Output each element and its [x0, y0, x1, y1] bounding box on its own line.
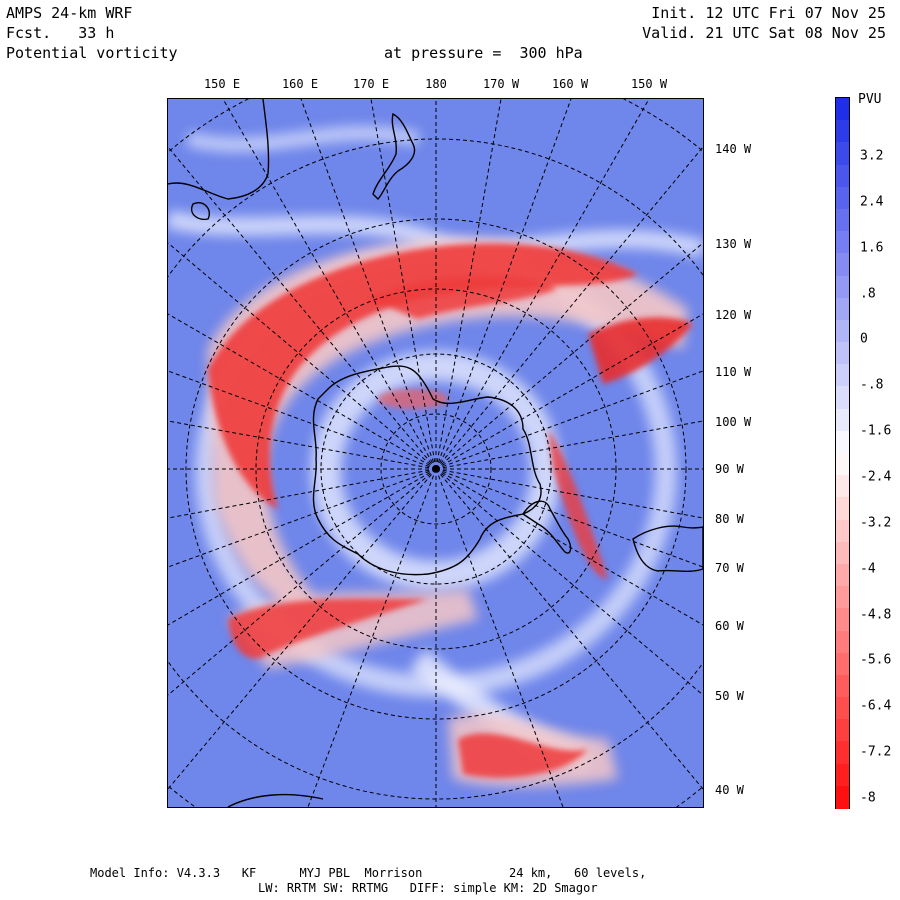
- lat-label: 70 W: [715, 561, 744, 575]
- colorbar-segment: [836, 608, 849, 631]
- antarctic-peninsula: [522, 500, 572, 554]
- colorbar-tick-label: -.8: [860, 377, 884, 393]
- lon-label: 170 E: [352, 77, 390, 91]
- colorbar-segment: [836, 497, 849, 521]
- graticule: [168, 99, 703, 807]
- colorbar-segment: [836, 541, 849, 565]
- model-title: AMPS 24-km WRF: [6, 4, 133, 22]
- colorbar-segment: [836, 275, 849, 299]
- lat-label: 130 W: [715, 237, 752, 251]
- lat-label: 50 W: [715, 689, 744, 703]
- colorbar-segment: [836, 164, 849, 188]
- colorbar-segment: [836, 763, 849, 787]
- colorbar-segment: [836, 719, 849, 742]
- colorbar-segment: [836, 586, 849, 609]
- lat-label: 120 W: [715, 308, 752, 322]
- antarctica-coastline: [312, 365, 542, 576]
- colorbar-segment: [836, 453, 849, 476]
- lon-label: 160 W: [551, 77, 589, 91]
- colorbar-segment: [836, 364, 849, 387]
- colorbar-segment: [836, 186, 849, 210]
- colorbar-segment: [836, 231, 849, 254]
- colorbar-tick-label: -1.6: [860, 423, 892, 439]
- model-info-line1: Model Info: V4.3.3 KF MYJ PBL Morrison 2…: [90, 866, 647, 880]
- africa-coastline: [227, 793, 324, 807]
- colorbar-segment: [836, 98, 849, 121]
- lon-label: 170 W: [482, 77, 520, 91]
- pressure-level: at pressure = 300 hPa: [384, 44, 583, 62]
- colorbar-segment: [836, 674, 849, 698]
- colorbar-tick-label: -2.4: [860, 469, 892, 485]
- forecast-hour: Fcst. 33 h: [6, 24, 115, 42]
- colorbar: [835, 97, 850, 809]
- valid-time: Valid. 21 UTC Sat 08 Nov 25: [642, 24, 886, 42]
- colorbar-segment: [836, 563, 849, 587]
- lat-label: 140 W: [715, 142, 752, 156]
- colorbar-segment: [836, 630, 849, 654]
- lat-label: 90 W: [715, 462, 744, 476]
- colorbar-tick-label: 1.6: [860, 240, 884, 256]
- colorbar-tick-label: 3.2: [860, 148, 884, 164]
- lon-label: 180: [425, 77, 447, 91]
- pv-field-high: [208, 243, 693, 778]
- coastlines: [168, 99, 703, 807]
- colorbar-segment: [836, 741, 849, 765]
- colorbar-segment: [836, 142, 849, 166]
- colorbar-segment: [836, 430, 849, 454]
- colorbar-segment: [836, 785, 849, 809]
- new-zealand-coastline: [372, 112, 416, 200]
- tasmania: [191, 202, 210, 221]
- colorbar-segment: [836, 120, 849, 143]
- lon-label: 160 E: [281, 77, 319, 91]
- colorbar-segment: [836, 208, 849, 232]
- australia-coastline: [168, 99, 270, 200]
- colorbar-segment: [836, 408, 849, 432]
- colorbar-tick-label: -5.6: [860, 652, 892, 668]
- lat-label: 60 W: [715, 619, 744, 633]
- model-info-line2: LW: RRTM SW: RRTMG DIFF: simple KM: 2D S…: [258, 881, 598, 895]
- lon-label: 150 E: [203, 77, 241, 91]
- colorbar-tick-label: -6.4: [860, 698, 892, 714]
- pv-map-canvas: [168, 99, 703, 807]
- colorbar-tick-label: .8: [860, 286, 876, 302]
- colorbar-segment: [836, 253, 849, 276]
- colorbar-segment: [836, 386, 849, 410]
- colorbar-segment: [836, 475, 849, 498]
- colorbar-tick-label: 2.4: [860, 194, 884, 210]
- colorbar-tick-label: -4: [860, 561, 876, 577]
- field-name: Potential vorticity: [6, 44, 178, 62]
- colorbar-segment: [836, 519, 849, 543]
- south-america-coastline: [632, 525, 703, 573]
- colorbar-tick-label: -3.2: [860, 515, 892, 531]
- lat-label: 80 W: [715, 512, 744, 526]
- colorbar-tick-label: -7.2: [860, 744, 892, 760]
- colorbar-tick-label: -8: [860, 790, 876, 806]
- colorbar-tick-label: 0: [860, 331, 868, 347]
- colorbar-segment: [836, 652, 849, 676]
- pv-map[interactable]: [167, 98, 704, 808]
- init-time: Init. 12 UTC Fri 07 Nov 25: [651, 4, 886, 22]
- lat-label: 40 W: [715, 783, 744, 797]
- colorbar-tick-label: -4.8: [860, 607, 892, 623]
- colorbar-unit: PVU: [858, 92, 882, 107]
- lon-label: 150 W: [630, 77, 668, 91]
- colorbar-segment: [836, 342, 849, 365]
- colorbar-segment: [836, 319, 849, 343]
- lat-label: 100 W: [715, 415, 752, 429]
- colorbar-segment: [836, 697, 849, 720]
- colorbar-segment: [836, 297, 849, 321]
- lat-label: 110 W: [715, 365, 752, 379]
